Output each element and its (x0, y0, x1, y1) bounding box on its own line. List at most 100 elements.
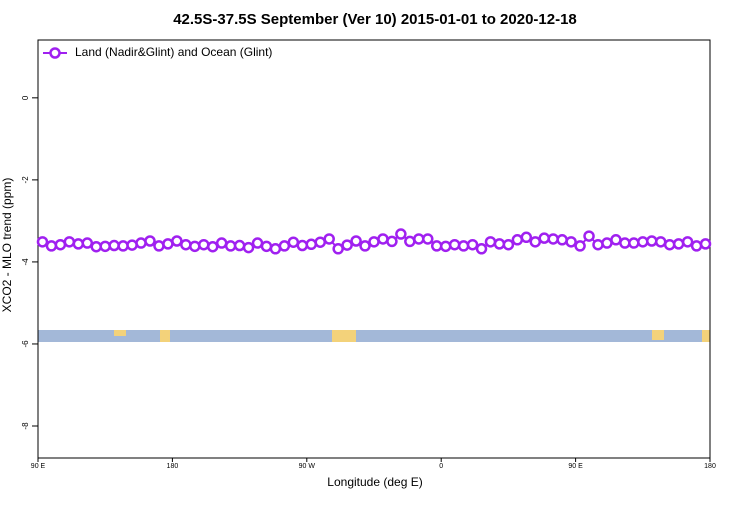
data-point (556, 234, 568, 246)
data-point (377, 233, 389, 245)
y-tick-label: -2 (21, 176, 30, 184)
data-point (108, 239, 120, 252)
data-point (72, 238, 85, 250)
land-patch (652, 330, 664, 340)
data-point (672, 238, 685, 250)
data-point (81, 237, 94, 249)
x-tick-label: 0 (439, 463, 443, 470)
data-point (198, 238, 210, 251)
data-point (466, 238, 479, 251)
data-point (422, 233, 434, 245)
x-tick-label: 90 E (31, 463, 46, 470)
data-point (171, 235, 183, 247)
data-point (180, 238, 192, 251)
data-point (63, 236, 76, 248)
data-point (54, 238, 67, 251)
data-point (529, 236, 542, 248)
data-point (242, 241, 255, 254)
data-point (628, 237, 640, 249)
data-point (484, 236, 497, 248)
data-point (144, 235, 156, 247)
data-point (287, 236, 300, 248)
data-point (547, 233, 559, 245)
data-point (610, 234, 622, 246)
data-point (45, 240, 58, 252)
data-point (206, 240, 219, 253)
data-point (305, 238, 318, 251)
data-point (368, 236, 380, 248)
data-point (117, 240, 129, 252)
x-tick-label: 180 (167, 463, 179, 470)
legend-marker (49, 47, 61, 59)
land-patch (332, 330, 356, 342)
surface-strip (38, 330, 710, 342)
data-point (350, 235, 362, 247)
data-point (520, 231, 533, 244)
data-point (681, 236, 694, 248)
data-point (359, 240, 371, 252)
data-point (215, 237, 228, 249)
data-point (601, 237, 613, 249)
data-point (233, 239, 246, 252)
data-point (323, 233, 335, 245)
data-point (457, 240, 470, 252)
data-point (36, 236, 49, 248)
data-point (565, 236, 577, 248)
data-point (538, 232, 550, 244)
data-point (189, 240, 201, 253)
x-tick-label: 90 W (299, 463, 316, 470)
data-point (90, 240, 102, 253)
data-point (386, 235, 398, 248)
data-point (413, 233, 425, 245)
data-point (646, 235, 658, 247)
data-point (502, 238, 515, 251)
data-point (296, 239, 309, 252)
data-point (637, 236, 649, 248)
data-point (475, 243, 488, 255)
data-point (690, 240, 703, 252)
data-point (341, 239, 353, 251)
x-tick-label: 180 (704, 463, 716, 470)
data-point (332, 243, 344, 255)
y-tick-label: -4 (21, 258, 30, 266)
chart-title: 42.5S-37.5S September (Ver 10) 2015-01-0… (173, 11, 577, 28)
data-point (583, 230, 595, 242)
data-point (314, 236, 326, 248)
data-point (511, 234, 524, 246)
y-axis-label: XCO2 - MLO trend (ppm) (0, 178, 14, 313)
data-point (619, 237, 631, 249)
data-point (260, 240, 273, 253)
data-point (153, 240, 165, 252)
data-point (269, 243, 282, 255)
ocean-strip (38, 330, 710, 342)
data-point (162, 238, 174, 250)
data-point (126, 239, 138, 251)
data-point (251, 237, 264, 249)
data-point (439, 240, 452, 253)
y-tick-label: -6 (21, 340, 30, 348)
data-point (448, 238, 461, 251)
data-point (224, 240, 237, 252)
land-patch (702, 330, 710, 342)
data-point (430, 240, 443, 252)
land-patch (160, 330, 170, 342)
y-tick-label: -8 (21, 422, 30, 430)
land-patch (114, 330, 126, 336)
y-tick-label: 0 (21, 95, 30, 100)
data-point (699, 238, 712, 250)
plot-frame (37, 39, 711, 459)
data-point (404, 235, 416, 248)
data-point (135, 237, 147, 249)
data-point (493, 238, 506, 250)
data-point (574, 240, 586, 252)
x-axis-label: Longitude (deg E) (327, 475, 422, 489)
data-point (663, 238, 676, 251)
x-tick-label: 90 E (568, 463, 583, 470)
data-point (592, 238, 604, 251)
data-point (395, 228, 407, 240)
data-point (99, 240, 111, 253)
data-point (654, 236, 667, 248)
data-point (278, 240, 291, 252)
legend-label: Land (Nadir&Glint) and Ocean (Glint) (75, 45, 272, 59)
